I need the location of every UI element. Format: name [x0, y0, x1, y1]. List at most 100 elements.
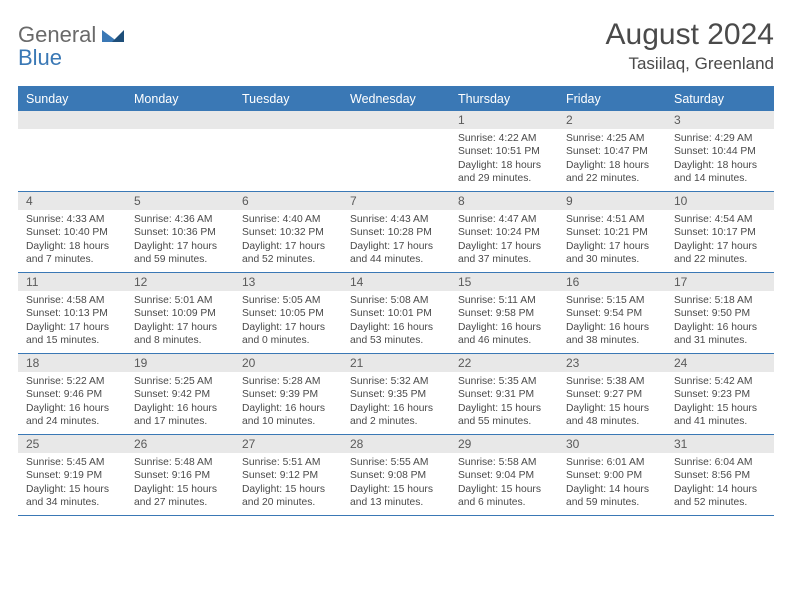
day-detail: Sunrise: 4:51 AMSunset: 10:21 PMDaylight… [558, 210, 666, 272]
day-detail: Sunrise: 4:40 AMSunset: 10:32 PMDaylight… [234, 210, 342, 272]
sunrise-text: Sunrise: 5:48 AM [134, 456, 230, 469]
daylight-text: Daylight: 15 hours and 6 minutes. [458, 483, 554, 510]
day-detail: Sunrise: 5:32 AMSunset: 9:35 PMDaylight:… [342, 372, 450, 434]
day-number: 27 [234, 435, 342, 453]
logo-triangle-icon [102, 28, 124, 42]
day-detail: Sunrise: 4:43 AMSunset: 10:28 PMDaylight… [342, 210, 450, 272]
sunset-text: Sunset: 10:01 PM [350, 307, 446, 320]
sunset-text: Sunset: 10:51 PM [458, 145, 554, 158]
sunset-text: Sunset: 9:19 PM [26, 469, 122, 482]
day-detail [126, 129, 234, 191]
week-row: 45678910Sunrise: 4:33 AMSunset: 10:40 PM… [18, 192, 774, 273]
sunrise-text: Sunrise: 5:01 AM [134, 294, 230, 307]
sunset-text: Sunset: 9:16 PM [134, 469, 230, 482]
sunrise-text: Sunrise: 5:58 AM [458, 456, 554, 469]
daylight-text: Daylight: 17 hours and 22 minutes. [674, 240, 770, 267]
sunrise-text: Sunrise: 4:58 AM [26, 294, 122, 307]
daylight-text: Daylight: 18 hours and 22 minutes. [566, 159, 662, 186]
day-number: 10 [666, 192, 774, 210]
sunrise-text: Sunrise: 4:29 AM [674, 132, 770, 145]
week-row: 11121314151617Sunrise: 4:58 AMSunset: 10… [18, 273, 774, 354]
day-number: 30 [558, 435, 666, 453]
day-number: 25 [18, 435, 126, 453]
sunrise-text: Sunrise: 4:54 AM [674, 213, 770, 226]
day-number: 11 [18, 273, 126, 291]
week-row: 18192021222324Sunrise: 5:22 AMSunset: 9:… [18, 354, 774, 435]
dow-header-wednesday: Wednesday [342, 87, 450, 111]
day-detail: Sunrise: 5:11 AMSunset: 9:58 PMDaylight:… [450, 291, 558, 353]
day-number: 28 [342, 435, 450, 453]
sunset-text: Sunset: 9:46 PM [26, 388, 122, 401]
day-number: 9 [558, 192, 666, 210]
day-detail: Sunrise: 6:01 AMSunset: 9:00 PMDaylight:… [558, 453, 666, 515]
sunset-text: Sunset: 10:21 PM [566, 226, 662, 239]
sunrise-text: Sunrise: 4:36 AM [134, 213, 230, 226]
day-detail [342, 129, 450, 191]
day-number: 16 [558, 273, 666, 291]
sunset-text: Sunset: 10:17 PM [674, 226, 770, 239]
sunset-text: Sunset: 9:42 PM [134, 388, 230, 401]
daylight-text: Daylight: 17 hours and 8 minutes. [134, 321, 230, 348]
sunset-text: Sunset: 9:27 PM [566, 388, 662, 401]
sunrise-text: Sunrise: 6:01 AM [566, 456, 662, 469]
daylight-text: Daylight: 16 hours and 24 minutes. [26, 402, 122, 429]
day-number: 26 [126, 435, 234, 453]
day-number [342, 111, 450, 129]
day-detail: Sunrise: 5:55 AMSunset: 9:08 PMDaylight:… [342, 453, 450, 515]
day-detail: Sunrise: 5:58 AMSunset: 9:04 PMDaylight:… [450, 453, 558, 515]
sunrise-text: Sunrise: 5:05 AM [242, 294, 338, 307]
day-number: 12 [126, 273, 234, 291]
sunrise-text: Sunrise: 5:11 AM [458, 294, 554, 307]
calendar-grid: SundayMondayTuesdayWednesdayThursdayFrid… [18, 86, 774, 516]
sunrise-text: Sunrise: 6:04 AM [674, 456, 770, 469]
day-number: 18 [18, 354, 126, 372]
day-number: 5 [126, 192, 234, 210]
brand-logo: General Blue [18, 24, 124, 70]
day-detail: Sunrise: 5:25 AMSunset: 9:42 PMDaylight:… [126, 372, 234, 434]
sunrise-text: Sunrise: 5:42 AM [674, 375, 770, 388]
day-detail: Sunrise: 5:05 AMSunset: 10:05 PMDaylight… [234, 291, 342, 353]
dow-header-tuesday: Tuesday [234, 87, 342, 111]
daylight-text: Daylight: 16 hours and 31 minutes. [674, 321, 770, 348]
sunset-text: Sunset: 10:09 PM [134, 307, 230, 320]
day-detail: Sunrise: 5:01 AMSunset: 10:09 PMDaylight… [126, 291, 234, 353]
day-detail: Sunrise: 5:38 AMSunset: 9:27 PMDaylight:… [558, 372, 666, 434]
sunrise-text: Sunrise: 5:51 AM [242, 456, 338, 469]
sunrise-text: Sunrise: 5:15 AM [566, 294, 662, 307]
sunset-text: Sunset: 9:00 PM [566, 469, 662, 482]
location-subtitle: Tasiilaq, Greenland [606, 54, 774, 74]
day-detail: Sunrise: 4:47 AMSunset: 10:24 PMDaylight… [450, 210, 558, 272]
page-header: General Blue August 2024 Tasiilaq, Green… [18, 18, 774, 74]
sunset-text: Sunset: 9:54 PM [566, 307, 662, 320]
day-detail: Sunrise: 4:36 AMSunset: 10:36 PMDaylight… [126, 210, 234, 272]
day-detail: Sunrise: 5:22 AMSunset: 9:46 PMDaylight:… [18, 372, 126, 434]
daylight-text: Daylight: 17 hours and 37 minutes. [458, 240, 554, 267]
daylight-text: Daylight: 18 hours and 29 minutes. [458, 159, 554, 186]
sunset-text: Sunset: 9:58 PM [458, 307, 554, 320]
sunset-text: Sunset: 10:40 PM [26, 226, 122, 239]
day-of-week-header: SundayMondayTuesdayWednesdayThursdayFrid… [18, 87, 774, 111]
daylight-text: Daylight: 15 hours and 55 minutes. [458, 402, 554, 429]
sunrise-text: Sunrise: 5:55 AM [350, 456, 446, 469]
sunrise-text: Sunrise: 4:33 AM [26, 213, 122, 226]
daylight-text: Daylight: 16 hours and 53 minutes. [350, 321, 446, 348]
daylight-text: Daylight: 15 hours and 27 minutes. [134, 483, 230, 510]
week-row: 123Sunrise: 4:22 AMSunset: 10:51 PMDayli… [18, 111, 774, 192]
calendar-page: General Blue August 2024 Tasiilaq, Green… [0, 0, 792, 516]
day-number: 29 [450, 435, 558, 453]
day-number [234, 111, 342, 129]
dow-header-monday: Monday [126, 87, 234, 111]
sunset-text: Sunset: 9:50 PM [674, 307, 770, 320]
day-detail: Sunrise: 5:35 AMSunset: 9:31 PMDaylight:… [450, 372, 558, 434]
dow-header-sunday: Sunday [18, 87, 126, 111]
sunset-text: Sunset: 10:28 PM [350, 226, 446, 239]
daylight-text: Daylight: 18 hours and 14 minutes. [674, 159, 770, 186]
daylight-text: Daylight: 17 hours and 30 minutes. [566, 240, 662, 267]
sunset-text: Sunset: 9:04 PM [458, 469, 554, 482]
daylight-text: Daylight: 17 hours and 0 minutes. [242, 321, 338, 348]
day-number: 21 [342, 354, 450, 372]
day-number: 22 [450, 354, 558, 372]
daylight-text: Daylight: 16 hours and 10 minutes. [242, 402, 338, 429]
day-detail: Sunrise: 5:42 AMSunset: 9:23 PMDaylight:… [666, 372, 774, 434]
day-detail: Sunrise: 5:18 AMSunset: 9:50 PMDaylight:… [666, 291, 774, 353]
